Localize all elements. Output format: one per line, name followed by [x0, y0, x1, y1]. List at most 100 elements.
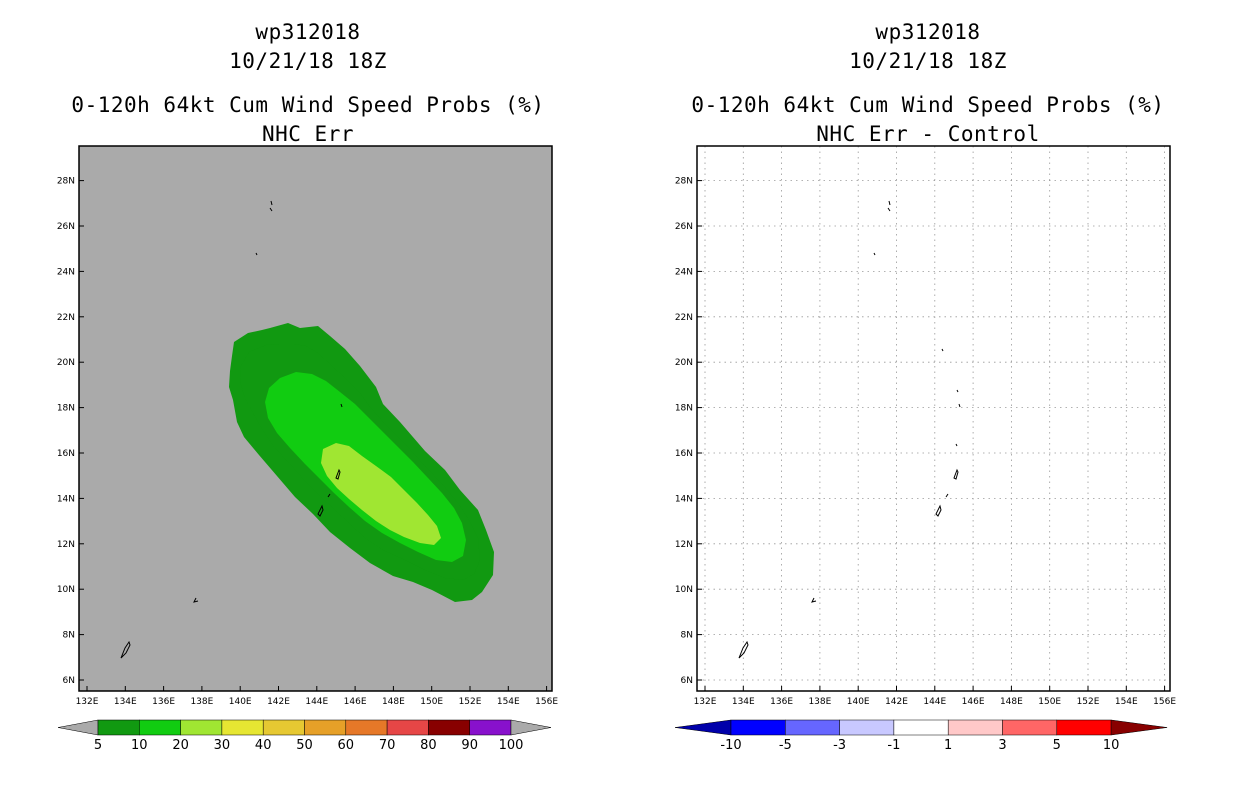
colorbar-low-end-triangle: [57, 719, 99, 736]
lon-tick-label: 138E: [190, 697, 213, 707]
lon-tick-label: 140E: [229, 697, 252, 707]
colorbar-swatch: [428, 719, 470, 736]
lon-tick-label: 144E: [305, 697, 328, 707]
island-rota: [945, 493, 949, 498]
lon-tick-label: 156E: [535, 697, 558, 707]
lon-tick-label: 132E: [76, 697, 99, 707]
lon-tick-label: 140E: [847, 697, 870, 707]
left-title-storm-id: wp312018: [255, 20, 361, 44]
lat-tick-label: 10N: [57, 585, 75, 595]
lat-tick-label: 6N: [63, 676, 75, 686]
island-marianas-north: [958, 403, 961, 408]
island-marianas-mid: [956, 389, 959, 393]
left-title-datetime: 10/21/18 18Z: [229, 49, 387, 73]
right-title-subtitle: NHC Err - Control: [816, 122, 1040, 146]
island-yap: [193, 597, 199, 603]
lat-tick-label: 26N: [675, 222, 693, 232]
probability-contour-20: [321, 443, 441, 545]
colorbar-swatch: [262, 719, 305, 736]
lat-tick-label: 18N: [675, 404, 693, 414]
lat-tick-label: 12N: [57, 540, 75, 550]
colorbar-swatch: [839, 719, 895, 736]
lat-tick-label: 28N: [675, 177, 693, 187]
left-title-product: 0-120h 64kt Cum Wind Speed Probs (%): [71, 93, 545, 117]
lat-tick-label: 26N: [57, 222, 75, 232]
lon-tick-label: 134E: [114, 697, 137, 707]
colorbar-label: 10: [1103, 738, 1120, 753]
island-marianas-small: [955, 443, 958, 447]
colorbar-label: 100: [499, 738, 524, 753]
colorbar-low-end-triangle: [674, 719, 732, 736]
lon-tick-label: 144E: [923, 697, 946, 707]
right-map-frame: [696, 145, 1171, 692]
colorbar-label: 5: [94, 738, 102, 753]
island-guam: [317, 504, 324, 517]
island-palau: [120, 640, 131, 659]
right-gridlines: [697, 146, 1170, 691]
colorbar-high-end-triangle: [1110, 719, 1168, 736]
colorbar-label: 5: [1053, 738, 1061, 753]
lat-tick-label: 16N: [57, 449, 75, 459]
colorbar-swatch: [469, 719, 512, 736]
colorbar-swatch: [139, 719, 181, 736]
lat-tick-label: 22N: [57, 313, 75, 323]
right-map-background: [697, 146, 1170, 691]
lon-tick-label: 138E: [808, 697, 831, 707]
colorbar-swatch: [893, 719, 949, 736]
colorbar-label: 70: [379, 738, 396, 753]
colorbar-swatch: [221, 719, 264, 736]
left-colorbar: 5 10 20 30 40 50 60 70 80 90 100: [57, 719, 552, 753]
lon-tick-label: 150E: [1038, 697, 1061, 707]
lon-tick-label: 148E: [382, 697, 405, 707]
lat-tick-label: 22N: [675, 313, 693, 323]
colorbar-swatch: [730, 719, 786, 736]
island-bonin: [269, 200, 273, 212]
right-title-datetime: 10/21/18 18Z: [849, 49, 1007, 73]
lon-tick-label: 146E: [962, 697, 985, 707]
colorbar-label: 90: [461, 738, 478, 753]
colorbar-high-end-triangle: [510, 719, 552, 736]
colorbar-label: -5: [779, 738, 792, 753]
colorbar-swatch: [947, 719, 1003, 736]
island-saipan: [335, 468, 341, 480]
colorbar-label: 20: [172, 738, 189, 753]
colorbar-swatch: [386, 719, 429, 736]
lat-tick-label: 12N: [675, 540, 693, 550]
lat-tick-label: 14N: [675, 494, 693, 504]
island-marianas-far-north: [941, 348, 944, 352]
lon-tick-label: 154E: [497, 697, 520, 707]
colorbar-swatch: [785, 719, 840, 736]
colorbar-swatch: [345, 719, 388, 736]
right-coastlines: [738, 200, 961, 659]
colorbar-label: 10: [131, 738, 148, 753]
colorbar-label: 1: [944, 738, 952, 753]
island-palau: [738, 640, 749, 659]
lon-tick-label: 142E: [267, 697, 290, 707]
island-yap: [811, 597, 817, 603]
lat-tick-label: 8N: [63, 631, 75, 641]
right-map-panel: 132E 134E 136E 138E 140E 142E 144E 146E 148E 150E…: [674, 145, 1177, 753]
left-coastlines: [120, 200, 343, 659]
colorbar-label: -1: [887, 738, 900, 753]
lon-tick-label: 152E: [1077, 697, 1100, 707]
colorbar-label: 40: [255, 738, 272, 753]
lon-tick-label: 136E: [770, 697, 793, 707]
lat-tick-label: 14N: [57, 494, 75, 504]
colorbar-label: -3: [833, 738, 846, 753]
right-axis-ticks: 132E 134E 136E 138E 140E 142E 144E 146E 148E 150E…: [675, 177, 1177, 707]
right-title-product: 0-120h 64kt Cum Wind Speed Probs (%): [691, 93, 1165, 117]
lat-tick-label: 20N: [675, 358, 693, 368]
lat-tick-label: 16N: [675, 449, 693, 459]
colorbar-label: 3: [998, 738, 1006, 753]
lon-tick-label: 136E: [152, 697, 175, 707]
left-map-panel: 132E 134E 136E 138E 140E 142E 144E 146E 148E 150E…: [57, 145, 558, 753]
lat-tick-label: 24N: [57, 267, 75, 277]
colorbar-label: -10: [720, 738, 741, 753]
lat-tick-label: 10N: [675, 585, 693, 595]
colorbar-label: 50: [296, 738, 313, 753]
lon-tick-label: 152E: [459, 697, 482, 707]
island-guam: [935, 504, 942, 517]
left-probability-contours: [229, 323, 494, 602]
island-marianas-north: [340, 403, 343, 408]
